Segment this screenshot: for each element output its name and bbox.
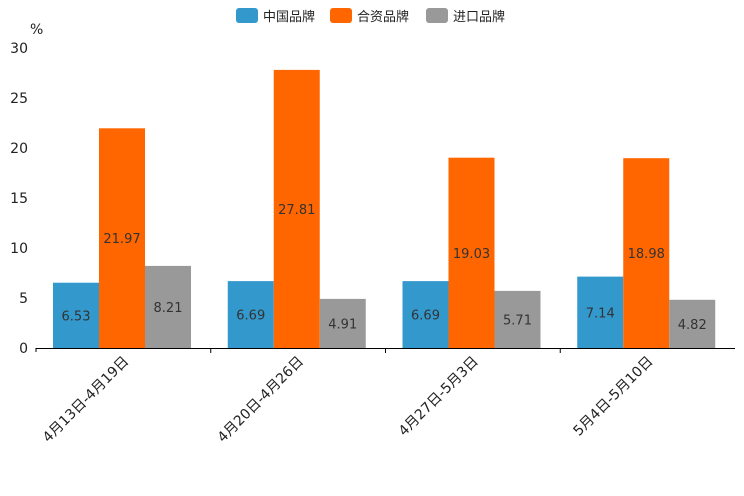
- bars: 6.53 21.97 8.21 6.69 27.81 4.91 6.69 19.03 5.71 7…: [53, 70, 715, 348]
- data-label: 18.98: [628, 247, 665, 262]
- data-label: 8.21: [154, 301, 183, 316]
- y-tick-label: 15: [10, 191, 28, 207]
- y-tick-label: 25: [10, 91, 28, 107]
- legend-item[interactable]: 合资品牌: [330, 8, 409, 25]
- data-label: 6.53: [62, 309, 91, 324]
- y-tick-label: 5: [19, 291, 28, 307]
- bar-group: 6.53 21.97 8.21: [53, 128, 191, 348]
- y-tick-label: 20: [10, 141, 28, 157]
- data-label: 4.91: [328, 317, 357, 332]
- bar-chart: 中国品牌 合资品牌 进口品牌 % 0 5 10 15 20 25 30 6.53 21.97 8.2…: [0, 0, 744, 496]
- data-label: 21.97: [103, 232, 140, 247]
- y-tick-label: 0: [19, 341, 28, 357]
- legend-swatch: [426, 8, 448, 23]
- data-label: 4.82: [678, 318, 707, 333]
- x-tick-label: 4月13日-4月19日: [40, 354, 132, 446]
- data-label: 6.69: [411, 309, 440, 324]
- legend-item[interactable]: 进口品牌: [426, 8, 505, 25]
- legend-swatch: [330, 8, 352, 23]
- y-axis-unit-label: %: [30, 22, 43, 38]
- x-tick-label: 4月27日-5月3日: [396, 354, 482, 440]
- y-tick-label: 10: [10, 241, 28, 257]
- y-axis: 0 5 10 15 20 25 30: [10, 41, 36, 357]
- legend-swatch: [236, 8, 258, 23]
- y-tick-label: 30: [10, 41, 28, 57]
- x-axis: 4月13日-4月19日 4月20日-4月26日 4月27日-5月3日 5月4日-5月1…: [36, 348, 735, 446]
- legend: 中国品牌 合资品牌 进口品牌: [236, 8, 505, 25]
- bar-group: 6.69 27.81 4.91: [228, 70, 366, 348]
- legend-item[interactable]: 中国品牌: [236, 8, 315, 25]
- data-label: 27.81: [278, 203, 315, 218]
- x-tick-label: 4月20日-4月26日: [215, 354, 307, 446]
- legend-label: 合资品牌: [357, 9, 409, 25]
- bar-group: 7.14 18.98 4.82: [577, 158, 715, 348]
- legend-label: 进口品牌: [453, 9, 505, 25]
- bar-group: 6.69 19.03 5.71: [403, 158, 541, 348]
- data-label: 7.14: [586, 306, 615, 321]
- data-label: 19.03: [453, 247, 490, 262]
- data-label: 6.69: [236, 309, 265, 324]
- data-label: 5.71: [503, 313, 532, 328]
- x-tick-label: 5月4日-5月10日: [570, 354, 656, 440]
- legend-label: 中国品牌: [263, 9, 315, 25]
